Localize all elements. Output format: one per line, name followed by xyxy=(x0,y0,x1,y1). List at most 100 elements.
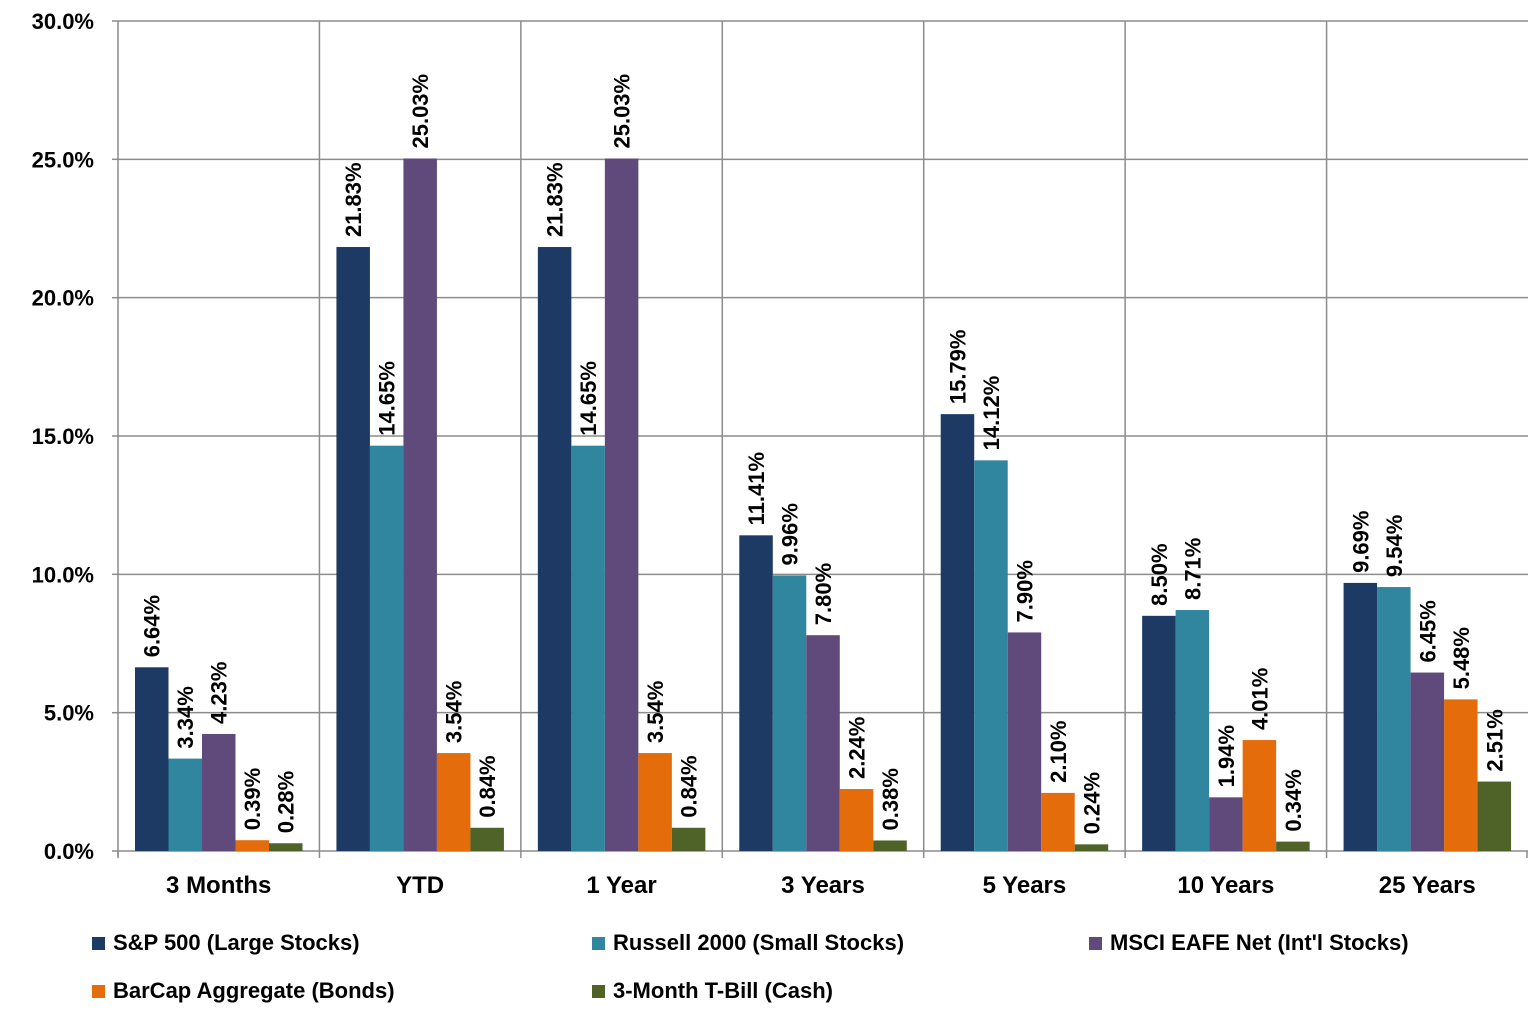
bar xyxy=(1242,740,1277,851)
bar-value-label: 0.24% xyxy=(1079,772,1104,834)
bar-value-label: 3.54% xyxy=(643,681,668,743)
bar-value-label: 0.28% xyxy=(274,771,299,833)
bar-value-label: 3.34% xyxy=(173,686,198,748)
bar xyxy=(269,843,303,851)
bar-value-label: 15.79% xyxy=(945,330,970,405)
bar xyxy=(638,753,672,851)
legend-label-tbill: 3-Month T-Bill (Cash) xyxy=(613,978,833,1003)
bar xyxy=(135,667,169,851)
bar xyxy=(1007,632,1042,851)
bar-value-label: 11.41% xyxy=(744,452,769,525)
x-category-label: 5 Years xyxy=(983,872,1067,899)
bar-value-label: 25.03% xyxy=(408,74,433,149)
bar-value-label: 5.48% xyxy=(1449,627,1474,689)
y-tick-label: 0.0% xyxy=(44,839,94,864)
bar xyxy=(1142,615,1176,851)
legend-label-sp500: S&P 500 (Large Stocks) xyxy=(113,930,360,955)
bar-value-label: 9.54% xyxy=(1382,515,1407,577)
bar xyxy=(369,445,404,851)
legend-swatch-russell2000 xyxy=(592,936,605,950)
bar xyxy=(940,414,975,851)
bar xyxy=(571,445,605,851)
bar-value-label: 7.90% xyxy=(1012,560,1037,622)
bar xyxy=(839,789,874,851)
bar xyxy=(1444,699,1478,851)
x-category-label: 10 Years xyxy=(1177,872,1274,899)
bar xyxy=(1410,672,1445,851)
legend-item-sp500: S&P 500 (Large Stocks) xyxy=(92,930,360,956)
bar xyxy=(1209,797,1243,851)
legend-label-barcap: BarCap Aggregate (Bonds) xyxy=(113,978,395,1003)
bar-value-label: 25.03% xyxy=(610,74,635,149)
x-category-label: 3 Years xyxy=(781,872,865,899)
bar xyxy=(1477,781,1512,851)
x-category-label: 3 Months xyxy=(166,872,271,899)
bar-value-label: 0.39% xyxy=(240,768,265,830)
bar-value-label: 0.34% xyxy=(1281,769,1306,831)
bar xyxy=(202,733,236,851)
bar-value-label: 4.23% xyxy=(207,662,232,724)
bar xyxy=(470,827,504,851)
x-category-label: 1 Year xyxy=(586,872,656,899)
bar xyxy=(1175,610,1210,851)
bar xyxy=(1041,792,1075,851)
bar-value-label: 14.12% xyxy=(979,376,1004,451)
legend-swatch-tbill xyxy=(592,984,605,998)
legend-label-msci-eafe: MSCI EAFE Net (Int'l Stocks) xyxy=(1110,930,1409,955)
bar xyxy=(772,575,807,851)
bar xyxy=(1343,582,1378,851)
bar-value-label: 1.94% xyxy=(1214,725,1239,787)
bar xyxy=(604,158,639,852)
bar-value-label: 14.65% xyxy=(375,361,400,436)
y-tick-label: 30.0% xyxy=(32,9,94,34)
legend-item-russell2000: Russell 2000 (Small Stocks) xyxy=(592,930,904,956)
chart-legend: S&P 500 (Large Stocks) Russell 2000 (Sma… xyxy=(0,920,1528,1013)
legend-swatch-barcap xyxy=(92,984,105,998)
bar xyxy=(739,535,773,851)
legend-swatch-sp500 xyxy=(92,936,105,950)
bar-value-label: 8.50% xyxy=(1147,543,1172,605)
bar xyxy=(235,840,269,851)
legend-label-russell2000: Russell 2000 (Small Stocks) xyxy=(613,930,905,955)
bar-value-label: 0.84% xyxy=(475,755,500,817)
bar-value-label: 0.84% xyxy=(677,755,702,817)
bar-value-label: 8.71% xyxy=(1180,538,1205,600)
bar xyxy=(168,758,202,851)
bar-value-label: 2.51% xyxy=(1482,709,1507,771)
bar xyxy=(1074,844,1109,851)
bar-value-label: 7.80% xyxy=(811,563,836,625)
y-tick-label: 20.0% xyxy=(32,286,94,311)
bar-value-label: 4.01% xyxy=(1247,668,1272,730)
bar-value-label: 6.45% xyxy=(1415,600,1440,662)
bar xyxy=(873,840,907,851)
legend-item-tbill: 3-Month T-Bill (Cash) xyxy=(592,978,833,1004)
bar xyxy=(436,753,471,851)
y-tick-label: 5.0% xyxy=(44,701,94,726)
bar xyxy=(974,460,1008,851)
bar xyxy=(1276,841,1310,851)
bar-value-label: 9.69% xyxy=(1348,511,1373,573)
bar-value-label: 9.96% xyxy=(778,503,803,565)
x-category-label: 25 Years xyxy=(1379,872,1476,899)
bar xyxy=(806,635,840,851)
y-tick-label: 15.0% xyxy=(32,424,94,449)
legend-item-msci-eafe: MSCI EAFE Net (Int'l Stocks) xyxy=(1089,930,1409,956)
bar xyxy=(1377,587,1411,851)
bar-chart: 0.0% 5.0% 10.0% 15.0% 20.0% 25.0% 30.0% 3 Month… xyxy=(32,9,1528,899)
legend-item-barcap: BarCap Aggregate (Bonds) xyxy=(92,978,395,1004)
y-tick-label: 25.0% xyxy=(32,147,94,172)
bar xyxy=(671,827,706,851)
bar-value-label: 2.24% xyxy=(845,717,870,779)
bar xyxy=(336,247,370,851)
legend-swatch-msci-eafe xyxy=(1089,936,1102,950)
bar-value-label: 14.65% xyxy=(576,361,601,436)
bar-value-label: 21.83% xyxy=(341,162,366,237)
bar-value-label: 6.64% xyxy=(140,595,165,657)
bar-value-label: 0.38% xyxy=(878,768,903,830)
y-tick-label: 10.0% xyxy=(32,562,94,587)
bar xyxy=(537,247,572,851)
bar-value-label: 3.54% xyxy=(442,681,467,743)
bar-value-label: 21.83% xyxy=(543,162,568,237)
x-category-label: YTD xyxy=(396,872,444,899)
bar-value-label: 2.10% xyxy=(1046,721,1071,783)
